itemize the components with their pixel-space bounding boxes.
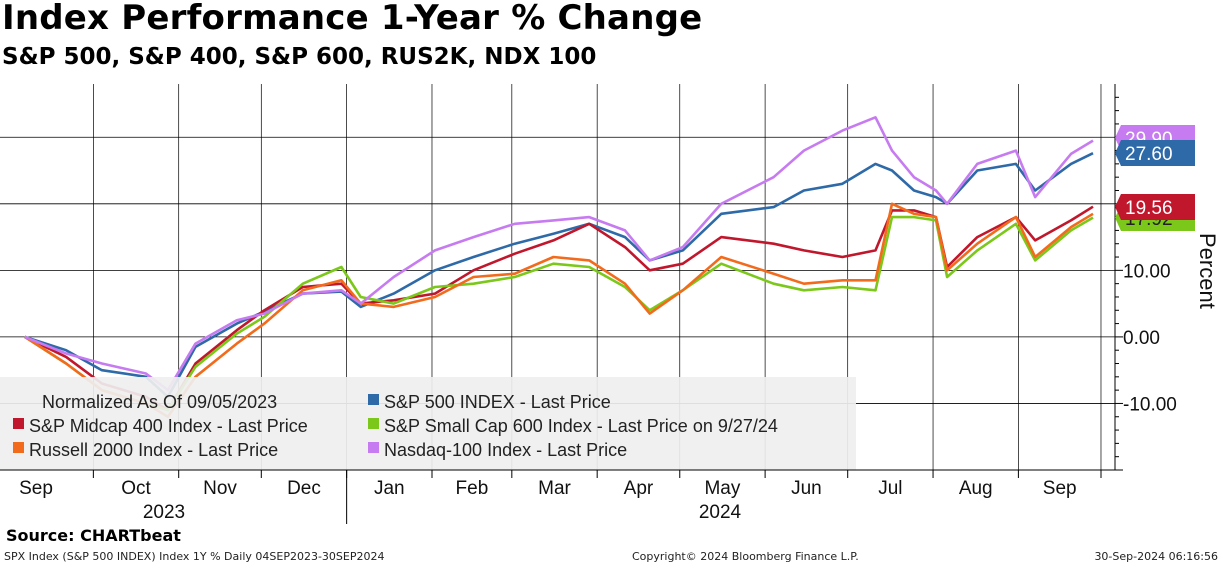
- x-year-label: 2023: [143, 502, 185, 523]
- series-line-0: [24, 152, 1094, 399]
- footer-timestamp: 30-Sep-2024 06:16:56: [1094, 550, 1218, 563]
- x-month-label: Apr: [624, 478, 654, 499]
- legend-swatch: [13, 442, 24, 453]
- x-month-label: Jun: [791, 478, 822, 499]
- legend-entry: Russell 2000 Index - Last Price: [29, 440, 278, 460]
- series-line-3: [24, 202, 1094, 419]
- y-tick-label: -10.00: [1123, 394, 1177, 415]
- x-month-label: Jan: [374, 478, 405, 499]
- x-year-label: 2024: [699, 502, 742, 523]
- x-month-label: Jul: [878, 478, 902, 499]
- legend-swatch: [368, 394, 379, 405]
- x-month-label: Sep: [1043, 478, 1077, 499]
- legend-title: Normalized As Of 09/05/2023: [42, 392, 277, 412]
- x-month-label: Nov: [203, 478, 237, 499]
- legend-entry: Nasdaq-100 Index - Last Price: [384, 440, 627, 460]
- end-value-label: 19.56: [1125, 198, 1173, 219]
- footer-copyright: Copyright© 2024 Bloomberg Finance L.P.: [632, 550, 859, 563]
- series-line-4: [24, 116, 1094, 392]
- legend-swatch: [368, 442, 379, 453]
- x-month-label: Aug: [959, 478, 993, 499]
- y-tick-label: 10.00: [1123, 261, 1171, 282]
- chart-subtitle: S&P 500, S&P 400, S&P 600, RUS2K, NDX 10…: [2, 44, 597, 70]
- legend-entry: S&P 500 INDEX - Last Price: [384, 392, 611, 412]
- x-month-label: Mar: [538, 478, 571, 499]
- source-note: Source: CHARTbeat: [6, 526, 181, 545]
- x-month-label: May: [704, 478, 740, 499]
- x-month-label: Oct: [121, 478, 151, 499]
- chart-title: Index Performance 1-Year % Change: [2, 0, 703, 38]
- x-month-label: Feb: [456, 478, 489, 499]
- legend-swatch: [368, 418, 379, 429]
- legend-entry: S&P Midcap 400 Index - Last Price: [29, 416, 308, 436]
- x-month-label: Dec: [287, 478, 321, 499]
- line-chart: Normalized As Of 09/05/2023 S&P 500 INDEX…: [0, 84, 1220, 524]
- legend-box: [0, 377, 856, 470]
- x-month-label: Sep: [19, 478, 53, 499]
- end-value-tag: [1115, 140, 1195, 166]
- y-axis-label: Percent: [1195, 233, 1220, 309]
- end-value-label: 27.60: [1125, 144, 1173, 165]
- y-tick-label: 0.00: [1123, 328, 1160, 349]
- legend-entry: S&P Small Cap 600 Index - Last Price on …: [384, 416, 778, 436]
- end-value-tag: [1115, 194, 1195, 220]
- legend-swatch: [13, 418, 24, 429]
- footer-index-info: SPX Index (S&P 500 INDEX) Index 1Y % Dai…: [4, 550, 385, 563]
